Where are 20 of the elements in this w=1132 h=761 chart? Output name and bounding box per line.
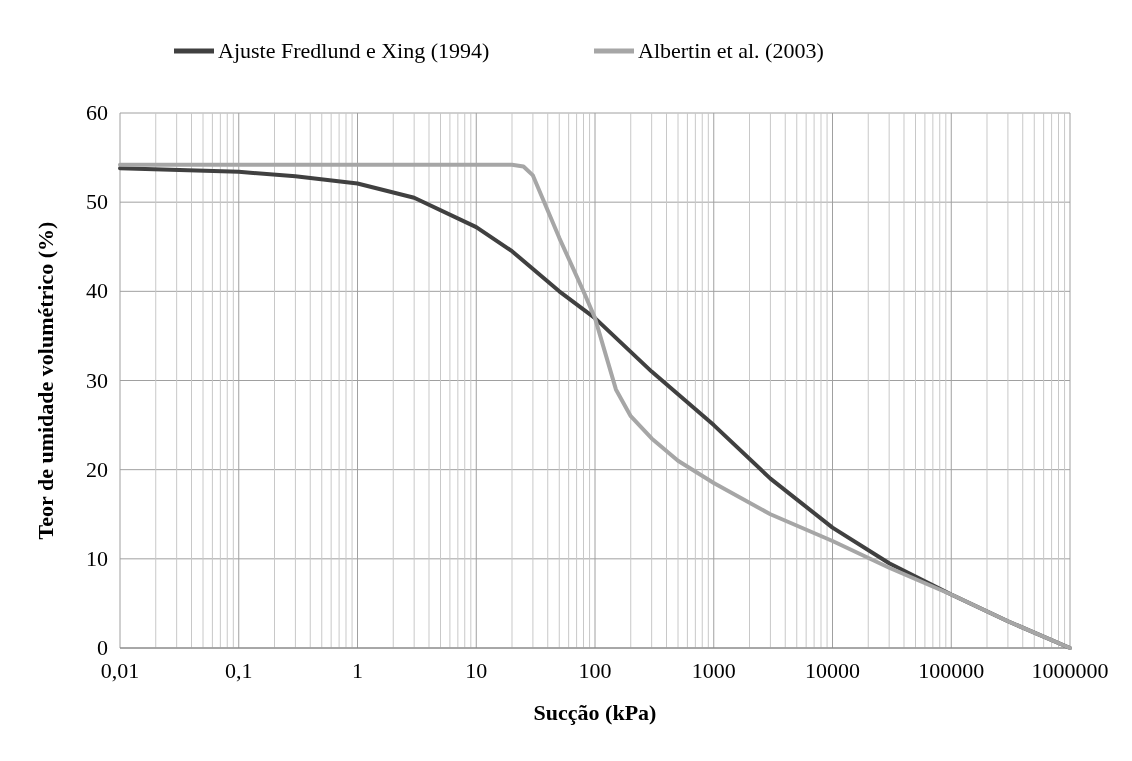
legend-label: Ajuste Fredlund e Xing (1994) — [218, 38, 490, 63]
y-tick-label: 10 — [86, 545, 108, 571]
x-axis-title: Sucção (kPa) — [533, 700, 657, 725]
x-tick-label: 1 — [352, 658, 363, 683]
y-tick-label: 60 — [86, 100, 108, 125]
x-tick-label: 0,01 — [100, 658, 140, 683]
y-tick-label: 20 — [86, 456, 108, 482]
x-tick-label: 100000 — [918, 658, 985, 683]
x-tick-label: 100 — [578, 658, 612, 683]
x-tick-label: 0,1 — [225, 658, 253, 683]
y-tick-label: 50 — [86, 189, 108, 215]
y-axis-title: Teor de umidade volumétrico (%) — [33, 221, 58, 540]
legend-label: Albertin et al. (2003) — [638, 38, 824, 63]
x-tick-label: 10000 — [805, 658, 860, 683]
x-tick-label: 1000 — [691, 658, 736, 683]
y-tick-label: 40 — [86, 278, 108, 304]
x-tick-label: 1000000 — [1031, 658, 1109, 683]
y-tick-label: 30 — [86, 367, 108, 393]
x-tick-label: 10 — [465, 658, 488, 683]
y-tick-label: 0 — [97, 635, 108, 660]
